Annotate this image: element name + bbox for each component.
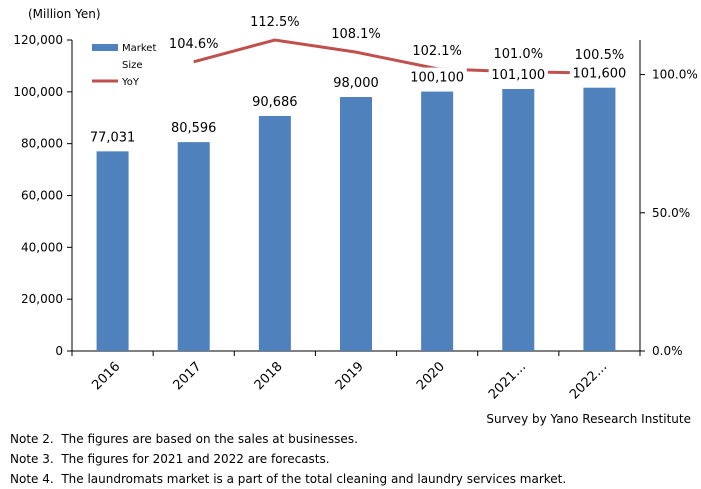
category-label: 2021…: [486, 359, 529, 402]
note-4: Note 4. The laundromats market is a part…: [10, 472, 566, 486]
market-size-bar: [96, 151, 129, 351]
bar-label-bg: [330, 73, 382, 92]
note-2-label: Note 2.: [10, 432, 54, 446]
right-tick-label: 50.0%: [652, 206, 690, 220]
left-tick-label: 0: [55, 344, 63, 358]
note-4-text: The laundromats market is a part of the …: [61, 472, 567, 486]
market-size-bar: [421, 91, 454, 352]
yoy-value-label: 108.1%: [331, 27, 381, 42]
source-credit: Survey by Yano Research Institute: [486, 412, 691, 426]
market-size-bar: [502, 88, 535, 352]
left-tick-label: 40,000: [21, 240, 63, 254]
yoy-value-label: 104.6%: [169, 37, 219, 52]
yoy-value-label: 100.5%: [575, 48, 625, 63]
bar-label-bg: [407, 67, 467, 86]
note-2: Note 2. The figures are based on the sal…: [10, 432, 358, 446]
bar-value-label: 98,000: [333, 76, 379, 91]
bar-value-label: 100,100: [410, 71, 464, 86]
yoy-value-label: 112.5%: [250, 15, 300, 30]
note-4-label: Note 4.: [10, 472, 54, 486]
left-tick-label: 120,000: [13, 33, 63, 47]
bar-value-label: 80,596: [171, 121, 217, 136]
bar-value-label: 101,600: [573, 67, 627, 82]
left-tick-label: 80,000: [21, 137, 63, 151]
category-label: 2019: [333, 359, 367, 393]
category-label: 2017: [171, 359, 205, 393]
note-2-text: The figures are based on the sales at bu…: [61, 432, 358, 446]
yoy-value-label: 101.0%: [493, 47, 543, 62]
bar-value-label: 101,100: [491, 68, 545, 83]
note-3: Note 3. The figures for 2021 and 2022 ar…: [10, 452, 330, 466]
market-size-bar: [258, 115, 291, 352]
note-3-label: Note 3.: [10, 452, 54, 466]
category-label: 2018: [252, 359, 286, 393]
bar-label-bg: [167, 118, 220, 137]
bar-label-bg: [86, 127, 139, 146]
bar-value-label: 77,031: [90, 130, 136, 145]
market-size-bar: [340, 97, 372, 352]
note-3-text: The figures for 2021 and 2022 are foreca…: [61, 452, 330, 466]
right-tick-label: 0.0%: [652, 344, 683, 358]
left-tick-label: 100,000: [13, 85, 63, 99]
legend-market-size-label-2: Size: [122, 60, 143, 71]
bar-label-bg: [569, 63, 630, 82]
market-size-bar: [583, 87, 616, 351]
bar-value-label: 90,686: [252, 95, 298, 110]
bar-label-bg: [249, 91, 301, 110]
bar-label-bg: [488, 64, 548, 83]
yoy-value-label: 102.1%: [412, 44, 462, 59]
category-label: 2020: [414, 359, 448, 393]
legend-market-size-swatch: [92, 44, 118, 51]
legend-yoy-label: YoY: [121, 77, 140, 88]
right-tick-label: 100.0%: [652, 68, 698, 82]
category-label: 2022…: [567, 359, 610, 402]
left-tick-label: 20,000: [21, 292, 63, 306]
category-label: 2016: [89, 359, 123, 393]
market-size-bar: [177, 142, 210, 351]
market-chart: (Million Yen) 0 20,000 40,000 60,000 80,000 10…: [13, 7, 698, 402]
legend-market-size-label: Market: [122, 43, 156, 54]
unit-label: (Million Yen): [28, 7, 101, 21]
left-tick-label: 60,000: [21, 189, 63, 203]
